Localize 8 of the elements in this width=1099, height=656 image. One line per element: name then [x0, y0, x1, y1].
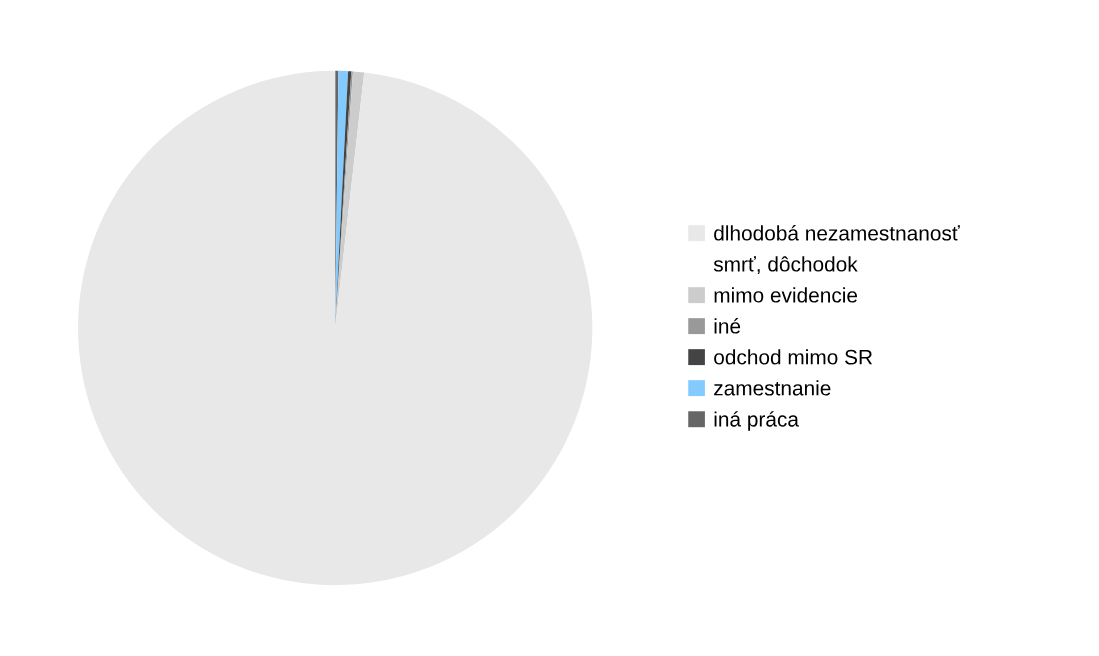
pie-slice: [78, 70, 593, 586]
legend-label: iné: [714, 318, 741, 334]
legend-label: odchod mimo SR: [714, 349, 873, 365]
legend-label: iná práca: [714, 411, 799, 431]
legend-label: zamestnanie: [714, 380, 831, 396]
legend-label: dlhodobá nezamestnanosť: [714, 225, 960, 241]
legend-label: mimo evidencie: [714, 287, 858, 303]
category-label: smrť, dôchodok: [713, 256, 858, 275]
